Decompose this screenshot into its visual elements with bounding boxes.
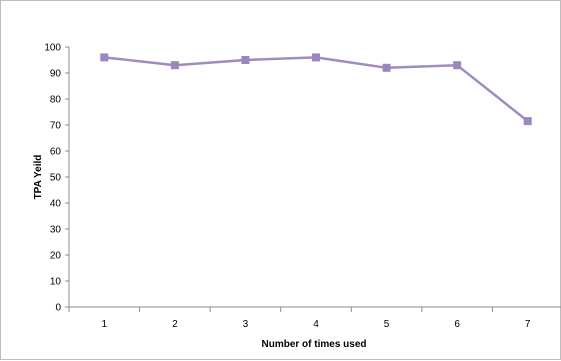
x-axis-title: Number of times used — [261, 339, 366, 350]
x-tick-label: 6 — [454, 319, 460, 330]
y-tick-label: 0 — [55, 303, 61, 314]
x-tick-label: 2 — [172, 319, 178, 330]
y-tick-label: 40 — [50, 199, 62, 210]
y-tick-label: 30 — [50, 225, 62, 236]
y-tick-label: 60 — [50, 147, 62, 158]
y-tick-label: 70 — [50, 121, 62, 132]
x-tick-label: 5 — [384, 319, 390, 330]
data-point-marker — [100, 53, 109, 62]
data-point-marker — [241, 56, 250, 64]
y-tick-label: 90 — [50, 69, 62, 80]
x-axis-ticks: 1 2 3 4 5 6 7 — [68, 307, 531, 330]
data-point-marker — [312, 53, 320, 62]
data-point-marker — [523, 117, 532, 126]
data-point-marker — [382, 63, 391, 72]
series-line — [104, 56, 529, 123]
y-axis-ticks: 0 10 20 30 40 50 60 70 80 90 100 — [44, 43, 69, 314]
y-tick-label: 20 — [50, 251, 62, 262]
data-point-marker — [170, 61, 179, 70]
x-tick-label: 3 — [243, 319, 249, 330]
y-tick-label: 100 — [44, 43, 61, 54]
y-tick-label: 80 — [50, 95, 62, 106]
x-tick-label: 7 — [525, 319, 531, 330]
y-axis-title: TPA Yeild — [33, 155, 44, 200]
series-group — [100, 53, 532, 126]
data-point-marker — [453, 61, 462, 70]
x-tick-label: 4 — [313, 319, 319, 330]
x-tick-label: 1 — [102, 319, 108, 330]
y-tick-label: 50 — [50, 173, 62, 184]
y-tick-label: 10 — [50, 277, 62, 288]
